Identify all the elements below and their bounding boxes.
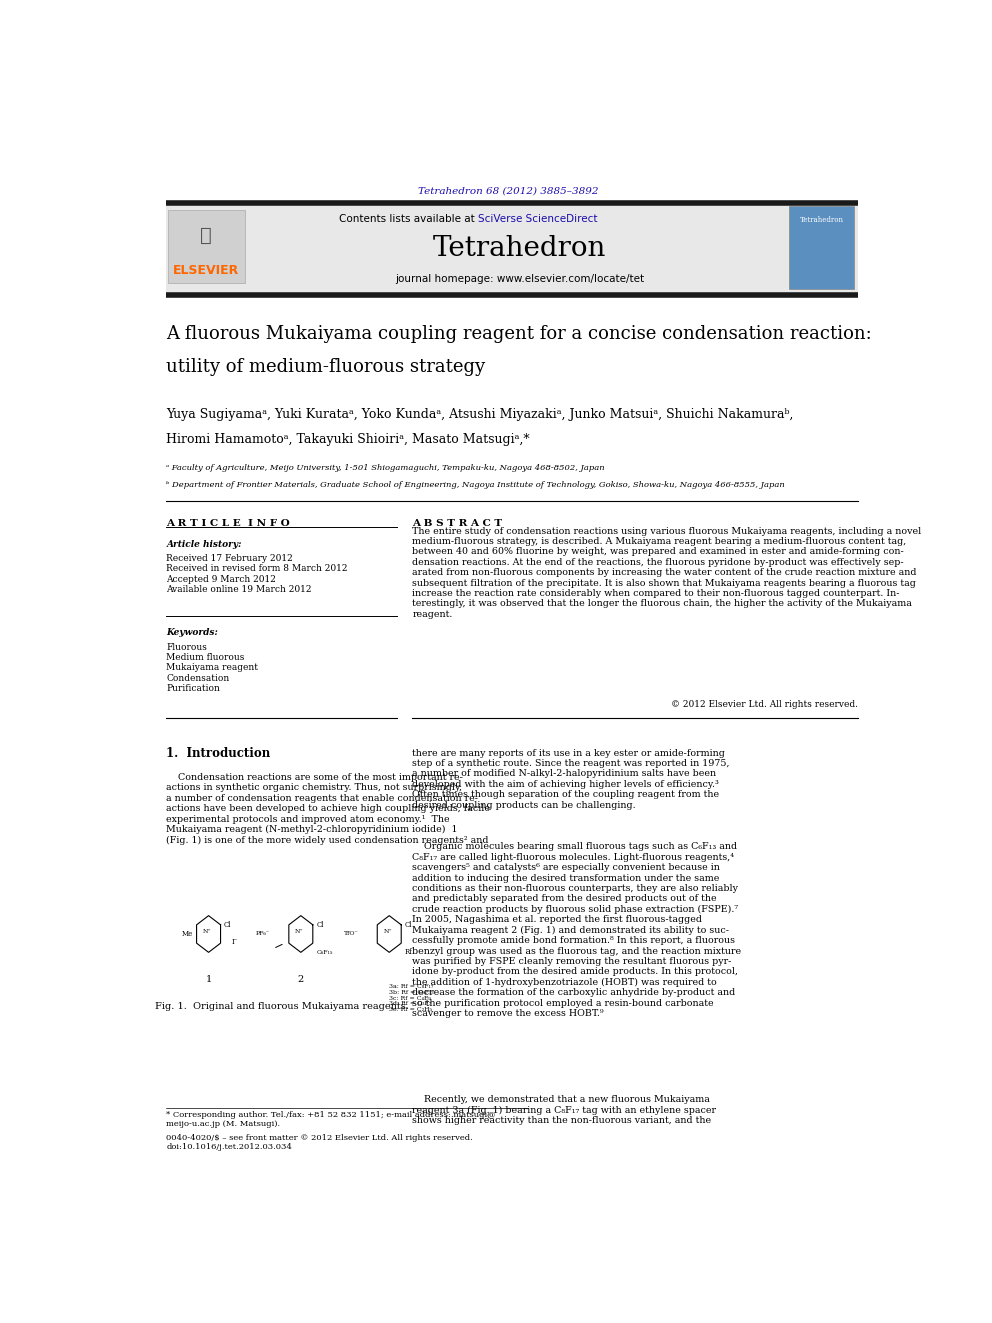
Text: journal homepage: www.elsevier.com/locate/tet: journal homepage: www.elsevier.com/locat… (396, 274, 645, 284)
Text: Keywords:: Keywords: (167, 628, 218, 638)
Text: 1: 1 (205, 975, 211, 984)
Text: Organic molecules bearing small fluorous tags such as C₆F₁₃ and
C₈F₁₇ are called: Organic molecules bearing small fluorous… (413, 843, 741, 1019)
Text: Condensation reactions are some of the most important re-
actions in synthetic o: Condensation reactions are some of the m… (167, 773, 490, 845)
Text: Recently, we demonstrated that a new fluorous Mukaiyama
reagent 3a (Fig. 1) bear: Recently, we demonstrated that a new flu… (413, 1095, 716, 1125)
Text: Received 17 February 2012
Received in revised form 8 March 2012
Accepted 9 March: Received 17 February 2012 Received in re… (167, 554, 348, 594)
Text: * Corresponding author. Tel./fax: +81 52 832 1151; e-mail address: matsugi@
meij: * Corresponding author. Tel./fax: +81 52… (167, 1111, 496, 1129)
Text: Hiromi Hamamotoᵃ, Takayuki Shioiriᵃ, Masato Matsugiᵃ,*: Hiromi Hamamotoᵃ, Takayuki Shioiriᵃ, Mas… (167, 433, 530, 446)
Bar (167, 202, 858, 294)
Text: Fluorous
Medium fluorous
Mukaiyama reagent
Condensation
Purification: Fluorous Medium fluorous Mukaiyama reage… (167, 643, 258, 693)
Text: Yuya Sugiyamaᵃ, Yuki Kurataᵃ, Yoko Kundaᵃ, Atsushi Miyazakiᵃ, Junko Matsuiᵃ, Shu: Yuya Sugiyamaᵃ, Yuki Kurataᵃ, Yoko Kunda… (167, 409, 794, 421)
Text: The entire study of condensation reactions using various fluorous Mukaiyama reag: The entire study of condensation reactio… (413, 527, 922, 619)
Text: Contents lists available at: Contents lists available at (338, 214, 478, 224)
Text: N⁺: N⁺ (295, 930, 304, 934)
Text: ᵇ Department of Frontier Materials, Graduate School of Engineering, Nagoya Insti: ᵇ Department of Frontier Materials, Grad… (167, 480, 785, 488)
Text: Tetrahedron 68 (2012) 3885–3892: Tetrahedron 68 (2012) 3885–3892 (419, 187, 598, 196)
Text: PF₆⁻: PF₆⁻ (256, 931, 270, 937)
Text: Fig. 1.  Original and fluorous Mukaiyama reagents.: Fig. 1. Original and fluorous Mukaiyama … (155, 1003, 409, 1011)
Text: there are many reports of its use in a key ester or amide-forming
step of a synt: there are many reports of its use in a k… (413, 749, 730, 810)
Text: Article history:: Article history: (167, 540, 242, 549)
Bar (789, 205, 854, 290)
Text: utility of medium-fluorous strategy: utility of medium-fluorous strategy (167, 359, 485, 377)
Text: 0040-4020/$ – see front matter © 2012 Elsevier Ltd. All rights reserved.
doi:10.: 0040-4020/$ – see front matter © 2012 El… (167, 1134, 473, 1151)
Text: 3a: Rf = C₈F₁₇
3b: Rf = C₆F₁₃
3c: Rf = C₄F₉
3d: Rf = C₃F₇
3e: Rf = C₂H₅: 3a: Rf = C₈F₁₇ 3b: Rf = C₆F₁₃ 3c: Rf = C… (389, 984, 434, 1012)
Text: 1.  Introduction: 1. Introduction (167, 746, 271, 759)
Text: 🌳: 🌳 (200, 226, 212, 245)
Text: A R T I C L E  I N F O: A R T I C L E I N F O (167, 520, 290, 528)
Text: Rf: Rf (405, 949, 413, 957)
Text: TfO⁻: TfO⁻ (344, 931, 358, 937)
Text: Tetrahedron: Tetrahedron (434, 235, 607, 262)
Bar (168, 209, 245, 283)
Text: Tetrahedron: Tetrahedron (800, 216, 843, 224)
Text: ELSEVIER: ELSEVIER (174, 263, 239, 277)
Text: N⁺: N⁺ (202, 930, 211, 934)
Text: Cl: Cl (405, 921, 412, 929)
Text: 2: 2 (298, 975, 304, 984)
Bar (167, 896, 397, 992)
Text: Cl: Cl (224, 921, 231, 929)
Text: SciVerse ScienceDirect: SciVerse ScienceDirect (478, 214, 597, 224)
Text: Cl: Cl (316, 921, 323, 929)
Text: A fluorous Mukaiyama coupling reagent for a concise condensation reaction:: A fluorous Mukaiyama coupling reagent fo… (167, 325, 872, 343)
Text: C₆F₁₅: C₆F₁₅ (316, 950, 332, 955)
Text: A B S T R A C T: A B S T R A C T (413, 520, 502, 528)
Text: I⁻: I⁻ (231, 938, 238, 946)
Text: N⁺: N⁺ (383, 930, 392, 934)
Text: Me: Me (182, 930, 193, 938)
Text: ᵃ Faculty of Agriculture, Meijo University, 1-501 Shiogamaguchi, Tempaku-ku, Nag: ᵃ Faculty of Agriculture, Meijo Universi… (167, 464, 605, 472)
Text: © 2012 Elsevier Ltd. All rights reserved.: © 2012 Elsevier Ltd. All rights reserved… (672, 700, 858, 709)
